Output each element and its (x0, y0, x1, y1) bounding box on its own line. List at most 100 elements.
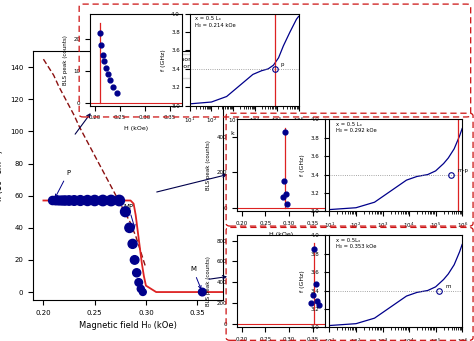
Magnon-phonon (102, 198, 108, 203)
Y-axis label: BLS peak (counts): BLS peak (counts) (206, 256, 211, 306)
Point (282, 191, 290, 196)
Y-axis label: BLS peak (counts): BLS peak (counts) (206, 140, 211, 190)
Text: M: M (190, 266, 201, 288)
Magnon only (92, 153, 98, 158)
Text: x = 0.5 Lₓ
H₀ = 0.214 kOe: x = 0.5 Lₓ H₀ = 0.214 kOe (195, 16, 236, 28)
Y-axis label: BLS peak (counts): BLS peak (counts) (63, 35, 68, 85)
Magnon only (128, 221, 133, 225)
Line: Magnon-phonon: Magnon-phonon (44, 201, 223, 292)
Magnon-phonon (128, 198, 133, 203)
Data (84, 198, 91, 203)
Magnon only (76, 124, 82, 129)
Point (281, 129, 289, 134)
Magnon only (87, 144, 92, 148)
Y-axis label: f (GHz): f (GHz) (301, 270, 305, 292)
Magnon-phonon (123, 198, 128, 203)
Magnon-phonon (135, 229, 141, 233)
Magnon-phonon (61, 198, 67, 203)
Point (310, 246, 318, 252)
Text: m: m (446, 284, 451, 289)
Data (91, 198, 99, 203)
Text: p: p (280, 62, 284, 67)
Data (49, 198, 56, 203)
Data (135, 280, 143, 285)
Magnon only (66, 104, 72, 108)
Data (65, 198, 73, 203)
Data (126, 225, 133, 231)
Point (100, 59, 108, 64)
Point (113, 90, 120, 96)
X-axis label: H (kOe): H (kOe) (124, 126, 148, 131)
Line: Magnon only: Magnon only (44, 59, 146, 268)
Magnon only (112, 192, 118, 196)
Text: MP: MP (123, 204, 135, 227)
Magnon only (123, 211, 128, 216)
Data (107, 198, 115, 203)
Magnon only (102, 173, 108, 177)
Point (96, 30, 103, 35)
Y-axis label: k (10⁵ cm⁻¹): k (10⁵ cm⁻¹) (0, 150, 4, 201)
Text: 3.4 GHz: 3.4 GHz (125, 62, 161, 71)
Data (199, 289, 206, 295)
Magnon only (41, 57, 46, 61)
Point (315, 303, 322, 308)
Data (122, 209, 129, 214)
Text: x = 0.5 Lₓ
H₀ = 0.292 kOe: x = 0.5 Lₓ H₀ = 0.292 kOe (336, 122, 377, 133)
Data (137, 286, 145, 292)
Magnon only (51, 73, 56, 77)
Point (102, 65, 109, 70)
Point (97, 43, 105, 48)
Magnon only (107, 182, 113, 187)
Magnon-phonon (164, 290, 169, 294)
Text: x = 0.5Lₓ
H₀ = 0.353 kOe: x = 0.5Lₓ H₀ = 0.353 kOe (336, 238, 376, 249)
Legend: Magnon only, Magnon-phonon, Data: Magnon only, Magnon-phonon, Data (153, 54, 219, 78)
Magnon-phonon (205, 290, 210, 294)
Data (116, 198, 123, 203)
Text: m-p: m-p (458, 168, 469, 173)
Magnon only (118, 202, 123, 206)
Point (313, 298, 321, 304)
Data (58, 198, 66, 203)
X-axis label: k (cm⁻¹): k (cm⁻¹) (383, 236, 409, 242)
Magnon-phonon (141, 274, 147, 278)
Y-axis label: f (GHz): f (GHz) (301, 154, 305, 176)
Data (70, 198, 78, 203)
Point (280, 179, 288, 184)
Magnon-phonon (41, 198, 46, 203)
Data (52, 198, 60, 203)
Point (309, 292, 317, 298)
Point (99, 52, 106, 58)
Magnon only (131, 229, 137, 233)
Magnon-phonon (92, 198, 98, 203)
Magnon-phonon (143, 284, 149, 288)
Data (55, 198, 63, 203)
X-axis label: H (kOe): H (kOe) (269, 232, 293, 237)
Magnon only (97, 163, 103, 167)
Magnon only (133, 234, 138, 238)
Magnon-phonon (220, 290, 226, 294)
Magnon-phonon (112, 198, 118, 203)
Y-axis label: f (GHz): f (GHz) (161, 49, 165, 71)
Data (129, 241, 137, 247)
Magnon-phonon (184, 290, 190, 294)
Magnon only (138, 250, 144, 254)
Point (106, 78, 114, 83)
Data (99, 198, 107, 203)
Point (312, 282, 319, 287)
Magnon-phonon (131, 202, 137, 206)
Magnon only (82, 134, 87, 138)
Data (139, 289, 146, 295)
Magnon only (46, 65, 51, 69)
Point (109, 84, 117, 89)
Text: P: P (55, 170, 70, 197)
Magnon-phonon (153, 290, 159, 294)
Magnon only (56, 85, 62, 89)
Magnon-phonon (137, 245, 143, 249)
Data (131, 257, 138, 263)
Magnon-phonon (139, 261, 145, 265)
Magnon only (143, 266, 149, 270)
Magnon only (61, 94, 67, 98)
X-axis label: Magnetic field H₀ (kOe): Magnetic field H₀ (kOe) (79, 321, 177, 330)
Magnon-phonon (82, 198, 87, 203)
Point (308, 300, 315, 306)
